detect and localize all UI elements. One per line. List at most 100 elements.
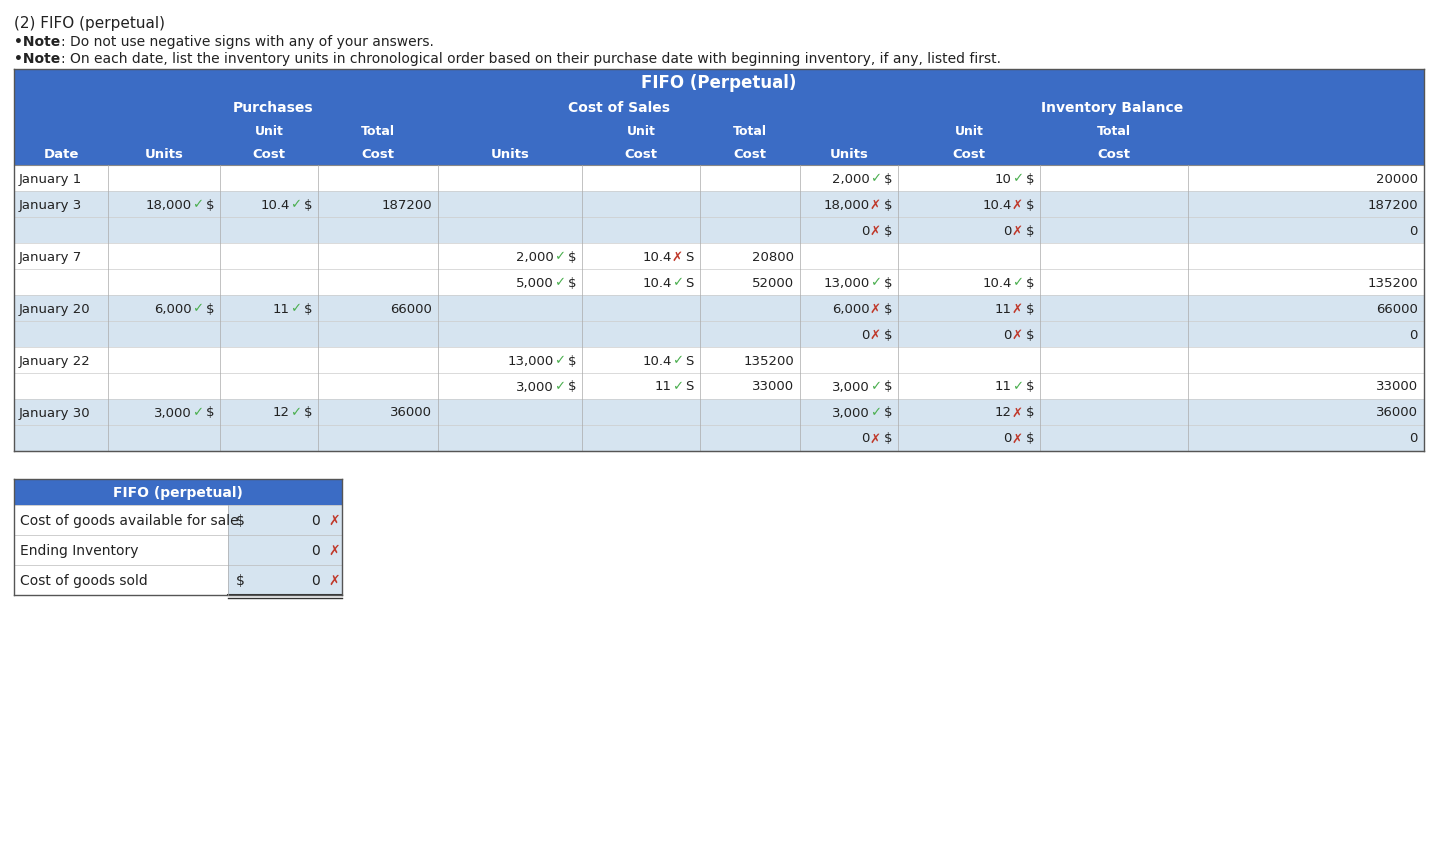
Text: 3,000: 3,000 (516, 380, 554, 393)
Text: ✗: ✗ (1012, 302, 1022, 315)
Text: 135200: 135200 (743, 354, 794, 367)
Text: $: $ (883, 432, 892, 445)
Bar (229, 505, 342, 535)
Text: $: $ (1025, 432, 1034, 445)
Text: 0: 0 (1004, 328, 1011, 341)
Text: ✗: ✗ (328, 544, 339, 557)
Text: January 3: January 3 (19, 199, 82, 211)
Text: S: S (686, 250, 695, 263)
Bar (14, 244, 1424, 270)
Text: ✗: ✗ (328, 573, 339, 587)
Text: $: $ (206, 406, 214, 419)
Text: 0: 0 (1409, 432, 1418, 445)
Text: 3,000: 3,000 (831, 406, 870, 419)
Bar (14, 120, 1424, 141)
Text: ✓: ✓ (289, 199, 301, 211)
Text: Unit: Unit (627, 124, 656, 137)
Text: 0: 0 (1409, 224, 1418, 237)
Text: : On each date, list the inventory units in chronological order based on their p: : On each date, list the inventory units… (60, 52, 1001, 66)
Bar (14, 373, 1424, 400)
Text: 10.4: 10.4 (982, 199, 1011, 211)
Text: Unit: Unit (255, 124, 283, 137)
Text: ✓: ✓ (870, 406, 881, 419)
Text: 36000: 36000 (1376, 406, 1418, 419)
Text: 11: 11 (273, 302, 289, 315)
Text: $: $ (568, 354, 577, 367)
Text: 5,000: 5,000 (516, 276, 554, 289)
Bar (14, 480, 342, 505)
Text: 66000: 66000 (390, 302, 431, 315)
Text: 187200: 187200 (1368, 199, 1418, 211)
Bar (14, 566, 229, 596)
Text: January 22: January 22 (19, 354, 91, 367)
Text: 3,000: 3,000 (831, 380, 870, 393)
Bar (14, 296, 1424, 321)
Text: $: $ (206, 302, 214, 315)
Text: ✓: ✓ (191, 406, 203, 419)
Text: Cost: Cost (253, 147, 286, 160)
Text: •Note: •Note (14, 35, 60, 49)
Text: 18,000: 18,000 (824, 199, 870, 211)
Text: S: S (686, 354, 695, 367)
Text: 20800: 20800 (752, 250, 794, 263)
Text: $: $ (236, 573, 244, 587)
Text: 0: 0 (861, 432, 870, 445)
Text: 20000: 20000 (1376, 172, 1418, 185)
Text: 2,000: 2,000 (831, 172, 870, 185)
Text: 0: 0 (311, 544, 321, 557)
Text: Cost of goods sold: Cost of goods sold (20, 573, 148, 587)
Text: 2,000: 2,000 (516, 250, 554, 263)
Text: $: $ (1025, 276, 1034, 289)
Text: $: $ (568, 276, 577, 289)
Text: ✓: ✓ (289, 302, 301, 315)
Text: ✗: ✗ (870, 302, 881, 315)
Text: ✓: ✓ (672, 276, 683, 289)
Text: Total: Total (733, 124, 766, 137)
Text: ✓: ✓ (554, 276, 565, 289)
Text: Ending Inventory: Ending Inventory (20, 544, 138, 557)
Bar (14, 141, 1424, 166)
Text: ✓: ✓ (554, 380, 565, 393)
Text: 10.4: 10.4 (643, 250, 672, 263)
Text: $: $ (883, 224, 892, 237)
Text: 66000: 66000 (1376, 302, 1418, 315)
Text: 10.4: 10.4 (643, 354, 672, 367)
Text: ✓: ✓ (554, 354, 565, 367)
Bar (14, 400, 1424, 425)
Text: 3,000: 3,000 (154, 406, 191, 419)
Bar (14, 166, 1424, 192)
Text: Purchases: Purchases (233, 101, 313, 115)
Text: $: $ (1025, 406, 1034, 419)
Text: ✓: ✓ (554, 250, 565, 263)
Text: Total: Total (361, 124, 395, 137)
Text: $: $ (883, 276, 892, 289)
Text: 12: 12 (273, 406, 289, 419)
Text: ✗: ✗ (1012, 432, 1022, 445)
Text: ✗: ✗ (870, 224, 881, 237)
Text: Cost: Cost (1097, 147, 1130, 160)
Text: ✓: ✓ (1012, 380, 1022, 393)
Text: 52000: 52000 (752, 276, 794, 289)
Text: $: $ (568, 380, 577, 393)
Bar (14, 270, 1424, 296)
Text: $: $ (1025, 302, 1034, 315)
Text: January 7: January 7 (19, 250, 82, 263)
Text: 10.4: 10.4 (260, 199, 289, 211)
Text: 0: 0 (311, 514, 321, 527)
Text: : Do not use negative signs with any of your answers.: : Do not use negative signs with any of … (60, 35, 434, 49)
Text: ✗: ✗ (870, 432, 881, 445)
Text: January 20: January 20 (19, 302, 91, 315)
Text: ✓: ✓ (870, 380, 881, 393)
Text: ✓: ✓ (191, 302, 203, 315)
Bar (14, 96, 1424, 120)
Text: (2) FIFO (perpetual): (2) FIFO (perpetual) (14, 16, 165, 31)
Text: January 30: January 30 (19, 406, 91, 419)
Text: S: S (686, 276, 695, 289)
Text: Inventory Balance: Inventory Balance (1041, 101, 1183, 115)
Text: ✓: ✓ (1012, 276, 1022, 289)
Text: FIFO (perpetual): FIFO (perpetual) (114, 486, 243, 499)
Text: 33000: 33000 (1376, 380, 1418, 393)
Text: 0: 0 (1409, 328, 1418, 341)
Text: Cost of goods available for sale: Cost of goods available for sale (20, 514, 239, 527)
Text: ✗: ✗ (1012, 328, 1022, 341)
